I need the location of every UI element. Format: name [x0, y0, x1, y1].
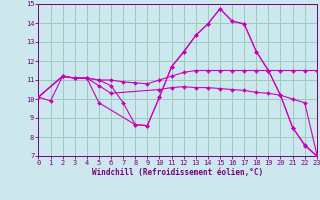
X-axis label: Windchill (Refroidissement éolien,°C): Windchill (Refroidissement éolien,°C)	[92, 168, 263, 177]
